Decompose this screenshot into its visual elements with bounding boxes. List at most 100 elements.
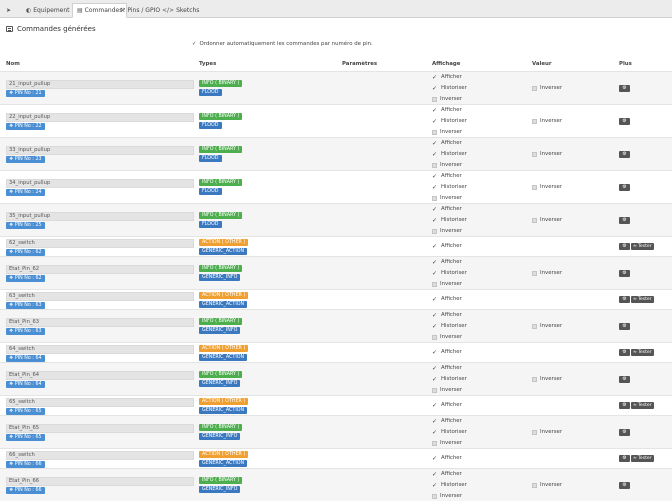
afficher-option[interactable]: ✓ Afficher xyxy=(432,402,462,409)
check-icon[interactable]: ✓ xyxy=(432,270,438,277)
configure-button[interactable]: ⚙ xyxy=(619,376,630,383)
checkbox[interactable] xyxy=(432,97,437,102)
command-name-input[interactable]: Etat_Pin_63 xyxy=(6,318,194,327)
inverser-option[interactable]: Inverser xyxy=(432,439,462,448)
check-icon[interactable]: ✓ xyxy=(432,74,438,81)
command-name-input[interactable]: 63_switch xyxy=(6,292,194,301)
check-icon[interactable]: ✓ xyxy=(432,365,438,372)
check-icon[interactable]: ✓ xyxy=(432,85,438,92)
checkbox[interactable] xyxy=(432,494,437,499)
command-name-input[interactable]: 21_input_pullup xyxy=(6,80,194,89)
check-icon[interactable]: ✓ xyxy=(432,482,438,489)
historiser-option[interactable]: ✓ Historiser xyxy=(432,151,467,158)
checkbox[interactable] xyxy=(432,282,437,287)
historiser-option[interactable]: ✓ Historiser xyxy=(432,270,467,277)
check-icon[interactable]: ✓ xyxy=(432,455,438,462)
inverser-option[interactable]: Inverser xyxy=(432,492,462,501)
historiser-option[interactable]: ✓ Historiser xyxy=(432,184,467,191)
check-icon[interactable]: ✓ xyxy=(432,402,438,409)
command-name-input[interactable]: 22_input_pullup xyxy=(6,113,194,122)
check-icon[interactable]: ✓ xyxy=(432,140,438,147)
valeur-inverser-option[interactable]: Inverser xyxy=(532,269,562,278)
valeur-inverser-option[interactable]: Inverser xyxy=(532,428,562,437)
configure-button[interactable]: ⚙ xyxy=(619,184,630,191)
check-icon[interactable]: ✓ xyxy=(432,429,438,436)
inverser-option[interactable]: Inverser xyxy=(432,227,462,236)
afficher-option[interactable]: ✓ Afficher xyxy=(432,418,462,425)
afficher-option[interactable]: ✓ Afficher xyxy=(432,259,462,266)
checkbox[interactable] xyxy=(432,196,437,201)
check-icon[interactable]: ✓ xyxy=(432,184,438,191)
tester-button[interactable]: ≈ Tester xyxy=(631,296,654,303)
tab-sketchs[interactable]: </> Sketchs xyxy=(158,3,203,18)
checkbox[interactable] xyxy=(432,441,437,446)
check-icon[interactable]: ✓ xyxy=(432,323,438,330)
historiser-option[interactable]: ✓ Historiser xyxy=(432,323,467,330)
command-name-input[interactable]: Etat_Pin_64 xyxy=(6,371,194,380)
configure-button[interactable]: ⚙ xyxy=(619,323,630,330)
configure-button[interactable]: ⚙ xyxy=(619,217,630,224)
check-icon[interactable]: ✓ xyxy=(432,376,438,383)
inverser-option[interactable]: Inverser xyxy=(432,194,462,203)
command-name-input[interactable]: 65_switch xyxy=(6,398,194,407)
check-icon[interactable]: ✓ xyxy=(432,312,438,319)
afficher-option[interactable]: ✓ Afficher xyxy=(432,312,462,319)
inverser-option[interactable]: Inverser xyxy=(432,161,462,170)
checkbox[interactable] xyxy=(432,335,437,340)
valeur-inverser-option[interactable]: Inverser xyxy=(532,481,562,490)
historiser-option[interactable]: ✓ Historiser xyxy=(432,482,467,489)
afficher-option[interactable]: ✓ Afficher xyxy=(432,349,462,356)
configure-button[interactable]: ⚙ xyxy=(619,243,630,250)
afficher-option[interactable]: ✓ Afficher xyxy=(432,365,462,372)
command-name-input[interactable]: 66_switch xyxy=(6,451,194,460)
configure-button[interactable]: ⚙ xyxy=(619,85,630,92)
checkbox[interactable] xyxy=(432,388,437,393)
checkbox[interactable] xyxy=(532,218,537,223)
configure-button[interactable]: ⚙ xyxy=(619,270,630,277)
inverser-option[interactable]: Inverser xyxy=(432,386,462,395)
check-icon[interactable]: ✓ xyxy=(432,471,438,478)
tester-button[interactable]: ≈ Tester xyxy=(631,243,654,250)
check-icon[interactable]: ✓ xyxy=(432,217,438,224)
tester-button[interactable]: ≈ Tester xyxy=(631,455,654,462)
historiser-option[interactable]: ✓ Historiser xyxy=(432,85,467,92)
check-icon[interactable]: ✓ xyxy=(432,151,438,158)
afficher-option[interactable]: ✓ Afficher xyxy=(432,455,462,462)
afficher-option[interactable]: ✓ Afficher xyxy=(432,471,462,478)
valeur-inverser-option[interactable]: Inverser xyxy=(532,216,562,225)
check-icon[interactable]: ✓ xyxy=(432,206,438,213)
historiser-option[interactable]: ✓ Historiser xyxy=(432,376,467,383)
afficher-option[interactable]: ✓ Afficher xyxy=(432,74,462,81)
check-icon[interactable]: ✓ xyxy=(192,41,197,47)
checkbox[interactable] xyxy=(532,483,537,488)
check-icon[interactable]: ✓ xyxy=(432,259,438,266)
tab-commandes[interactable]: ▤ Commandes xyxy=(72,3,128,18)
configure-button[interactable]: ⚙ xyxy=(619,118,630,125)
check-icon[interactable]: ✓ xyxy=(432,118,438,125)
command-name-input[interactable]: Etat_Pin_66 xyxy=(6,477,194,486)
checkbox[interactable] xyxy=(532,86,537,91)
configure-button[interactable]: ⚙ xyxy=(619,482,630,489)
afficher-option[interactable]: ✓ Afficher xyxy=(432,296,462,303)
checkbox[interactable] xyxy=(532,430,537,435)
command-name-input[interactable]: Etat_Pin_65 xyxy=(6,424,194,433)
check-icon[interactable]: ✓ xyxy=(432,107,438,114)
configure-button[interactable]: ⚙ xyxy=(619,349,630,356)
historiser-option[interactable]: ✓ Historiser xyxy=(432,118,467,125)
configure-button[interactable]: ⚙ xyxy=(619,151,630,158)
check-icon[interactable]: ✓ xyxy=(432,349,438,356)
checkbox[interactable] xyxy=(432,229,437,234)
afficher-option[interactable]: ✓ Afficher xyxy=(432,173,462,180)
check-icon[interactable]: ✓ xyxy=(432,418,438,425)
order-option[interactable]: ✓ Ordonner automatiquement les commandes… xyxy=(192,41,373,47)
afficher-option[interactable]: ✓ Afficher xyxy=(432,206,462,213)
command-name-input[interactable]: 62_switch xyxy=(6,239,194,248)
check-icon[interactable]: ✓ xyxy=(432,173,438,180)
valeur-inverser-option[interactable]: Inverser xyxy=(532,150,562,159)
checkbox[interactable] xyxy=(532,377,537,382)
checkbox[interactable] xyxy=(432,163,437,168)
tab-equipement[interactable]: ◐ Equipement xyxy=(22,3,74,18)
tab-back[interactable]: ➤ xyxy=(2,3,15,18)
command-name-input[interactable]: 33_input_pullup xyxy=(6,146,194,155)
valeur-inverser-option[interactable]: Inverser xyxy=(532,322,562,331)
